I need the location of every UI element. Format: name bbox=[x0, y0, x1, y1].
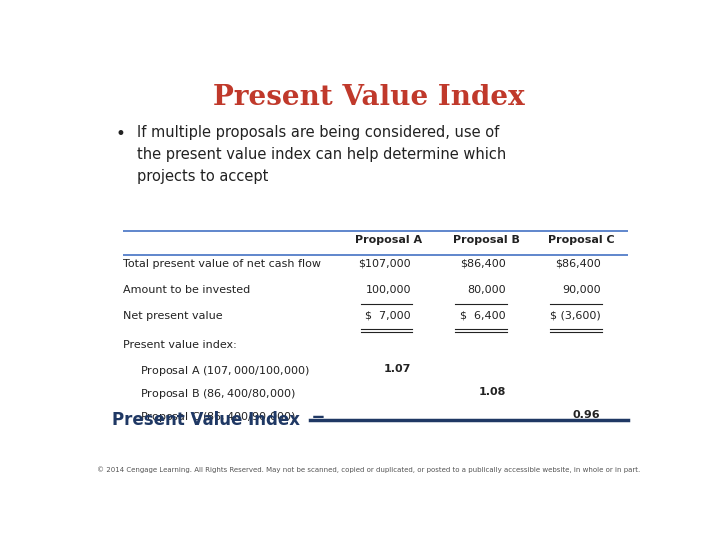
Text: 80,000: 80,000 bbox=[467, 285, 505, 295]
Text: 0.96: 0.96 bbox=[573, 410, 600, 420]
Text: $107,000: $107,000 bbox=[359, 259, 411, 269]
Text: Proposal B: Proposal B bbox=[453, 235, 520, 245]
Text: Amount to be invested: Amount to be invested bbox=[124, 285, 251, 295]
Text: If multiple proposals are being considered, use of
the present value index can h: If multiple proposals are being consider… bbox=[138, 125, 507, 185]
Text: © 2014 Cengage Learning. All Rights Reserved. May not be scanned, copied or dupl: © 2014 Cengage Learning. All Rights Rese… bbox=[97, 467, 641, 473]
Text: Proposal A ($107,000/$100,000): Proposal A ($107,000/$100,000) bbox=[140, 364, 310, 378]
Text: Present Value Index  =: Present Value Index = bbox=[112, 411, 325, 429]
Text: Net present value: Net present value bbox=[124, 310, 223, 321]
Text: $ (3,600): $ (3,600) bbox=[550, 310, 600, 321]
Text: $  6,400: $ 6,400 bbox=[460, 310, 505, 321]
Text: $86,400: $86,400 bbox=[460, 259, 505, 269]
Text: 1.07: 1.07 bbox=[384, 364, 411, 374]
Text: Proposal C: Proposal C bbox=[548, 235, 614, 245]
Text: 90,000: 90,000 bbox=[562, 285, 600, 295]
Text: Proposal B ($86,400/$80,000): Proposal B ($86,400/$80,000) bbox=[140, 387, 296, 401]
Text: Proposal C ($86,400/$90,000): Proposal C ($86,400/$90,000) bbox=[140, 410, 296, 424]
Text: $86,400: $86,400 bbox=[555, 259, 600, 269]
Text: 1.08: 1.08 bbox=[478, 387, 505, 397]
Text: Present Value Index: Present Value Index bbox=[213, 84, 525, 111]
Text: Total present value of net cash flow: Total present value of net cash flow bbox=[124, 259, 322, 269]
Text: •: • bbox=[115, 125, 125, 143]
Text: Present value index:: Present value index: bbox=[124, 341, 237, 350]
Text: $  7,000: $ 7,000 bbox=[365, 310, 411, 321]
Text: Proposal A: Proposal A bbox=[355, 235, 422, 245]
Text: 100,000: 100,000 bbox=[365, 285, 411, 295]
